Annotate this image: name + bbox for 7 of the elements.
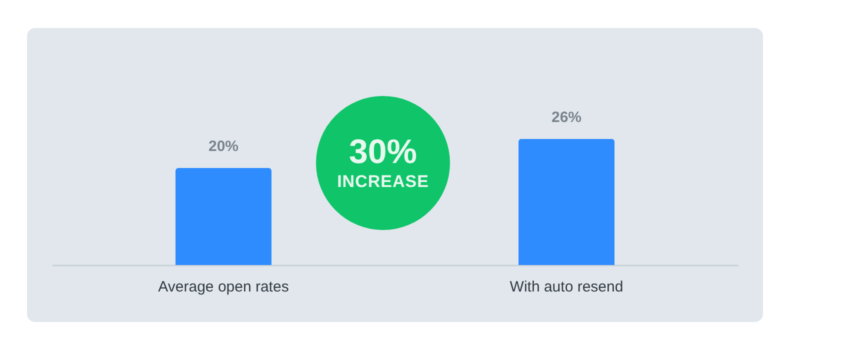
data-label: 26% — [551, 108, 582, 126]
annotation: INCREASE — [337, 171, 429, 193]
x-tick-label: Average open rates — [158, 278, 289, 296]
data-label: 20% — [208, 138, 239, 156]
x-tick-label: With auto resend — [510, 278, 624, 296]
circle-badge: 30% INCREASE — [316, 96, 450, 230]
annotation: 30% — [348, 133, 418, 171]
